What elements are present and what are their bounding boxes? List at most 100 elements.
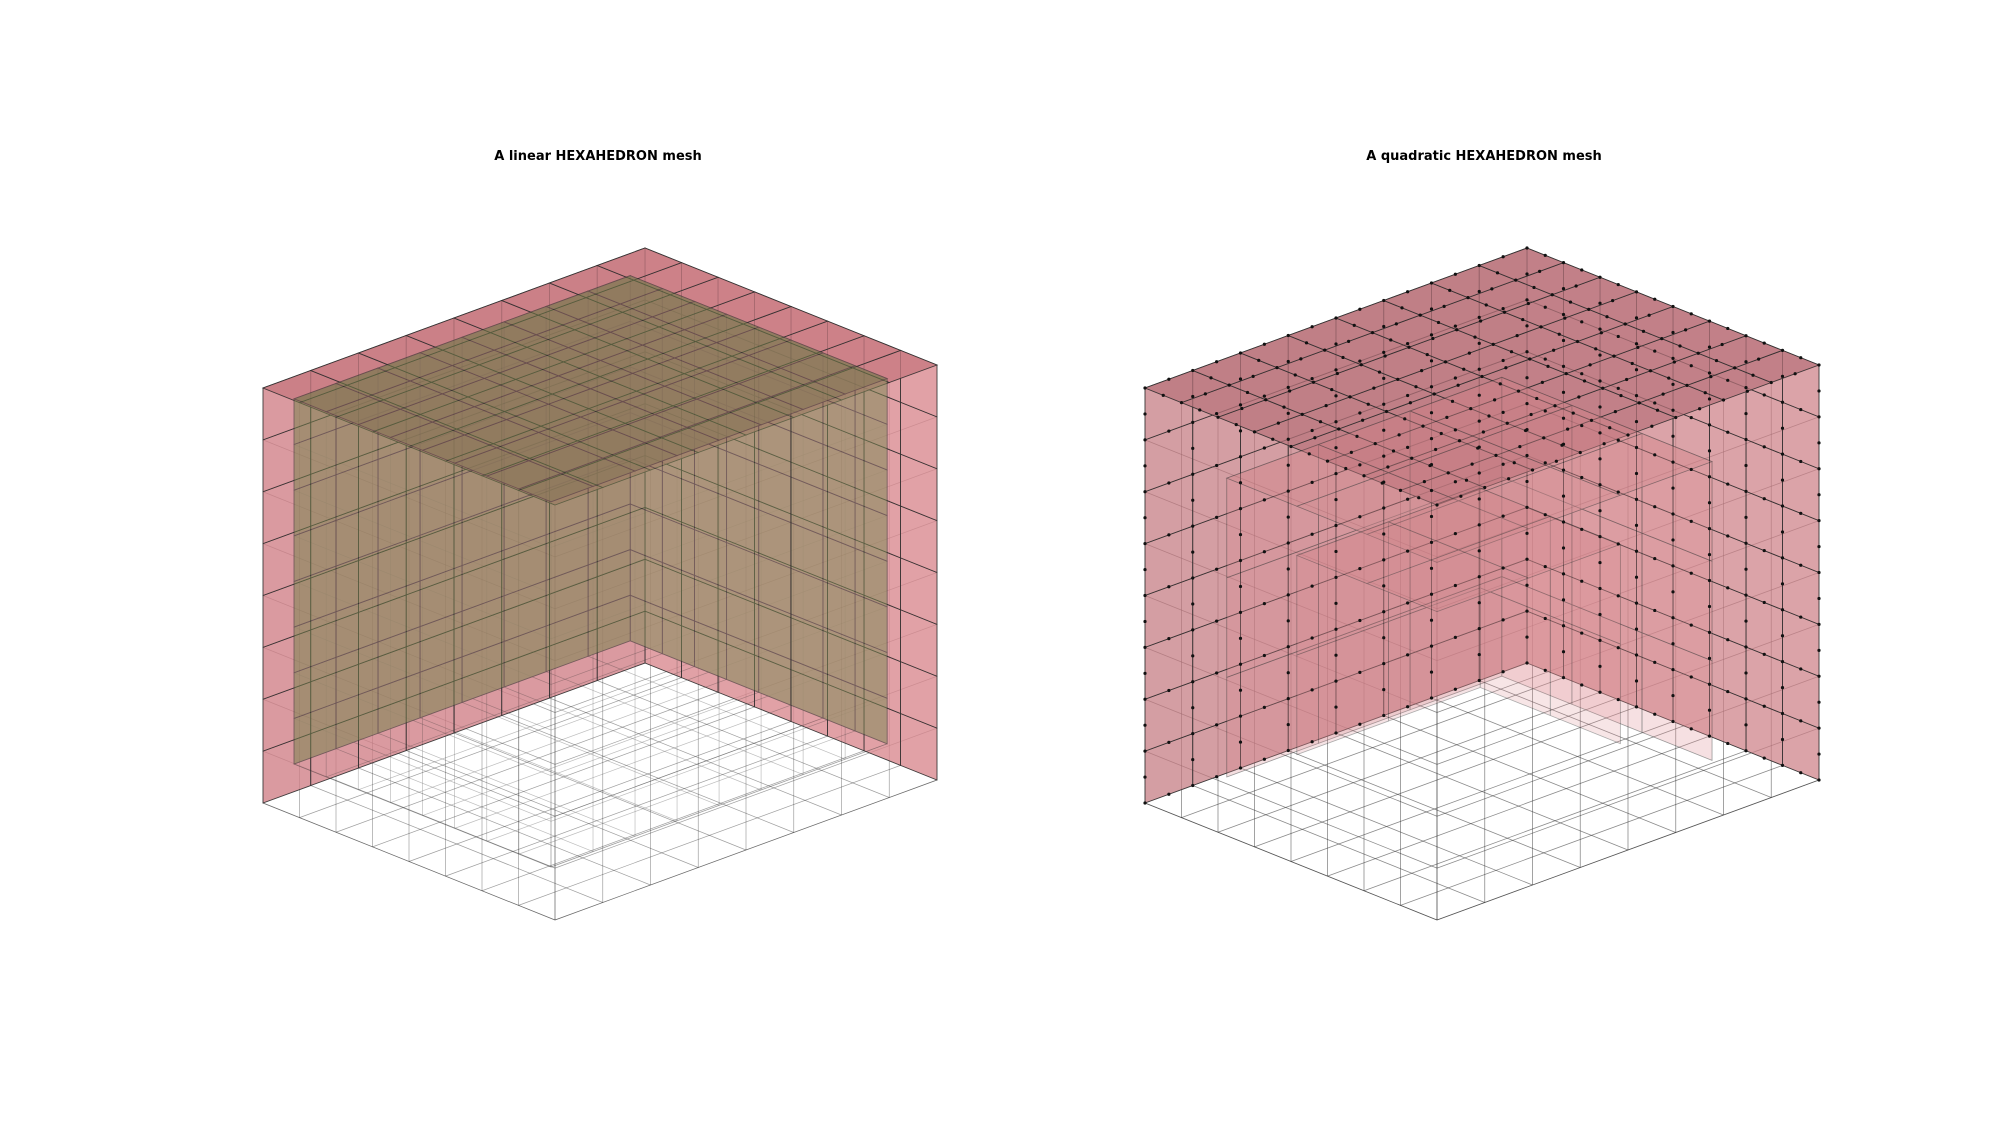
mesh-node [1634,705,1639,709]
mesh-node [1167,481,1171,485]
mesh-node [1525,272,1529,276]
mesh-node [1238,403,1243,407]
mesh-node [1671,460,1675,464]
mesh-node [1525,661,1529,665]
mesh-node [1501,670,1505,674]
mesh-node [1653,556,1657,561]
mesh-edge [335,748,594,852]
mesh-node [1817,493,1821,497]
mesh-node [1634,471,1639,476]
mesh-node [1406,393,1410,398]
mesh-node [1143,697,1147,701]
mesh-node [1525,298,1529,302]
mesh-node [1334,549,1338,554]
mesh-node [1653,712,1657,716]
mesh-node [1726,482,1730,486]
mesh-node [1167,637,1171,641]
mesh-node [1191,628,1195,632]
mesh-node [1546,364,1550,368]
mesh-node [1598,535,1602,539]
mesh-node [1215,671,1219,675]
mesh-node [1238,481,1243,485]
mesh-node [1382,376,1386,380]
mesh-node [1227,383,1231,387]
mesh-node [1282,405,1286,409]
mesh-node [1361,418,1365,422]
mesh-node [1587,307,1591,311]
mesh-node [1238,455,1243,459]
mesh-node [1636,345,1640,349]
inner-cube [292,274,889,868]
mesh-node [1477,367,1481,371]
mesh-node [1817,441,1821,445]
mesh-node [1525,350,1529,354]
mesh-node [1429,385,1434,389]
mesh-node [1707,449,1712,453]
mesh-node [1561,624,1566,628]
mesh-node [1707,371,1712,375]
mesh-node [1429,281,1434,285]
mesh-node [1358,618,1362,623]
mesh-node [1671,330,1675,335]
mesh-node [1335,371,1339,376]
mesh-node [1780,426,1785,430]
mesh-node [1762,756,1766,760]
mesh-node [1334,342,1338,346]
mesh-node [1286,645,1290,649]
mesh-node [1817,415,1821,419]
mesh-node [1359,363,1363,367]
mesh-node [1240,406,1244,411]
mesh-node [1634,368,1639,372]
mesh-node [1543,305,1547,309]
mesh-edge [422,691,759,816]
mesh-node [1436,320,1441,325]
mesh-node [1464,478,1469,482]
mesh-node [1817,726,1821,730]
mesh-node [1525,453,1529,458]
mesh-node [1542,436,1546,440]
mesh-node [1418,313,1422,317]
mesh-node [1238,662,1243,666]
mesh-node [1580,372,1584,376]
mesh-node [1799,771,1803,775]
mesh-node [1262,757,1266,761]
inner-frame [1225,376,1714,778]
mesh-node [1721,398,1726,402]
mesh-node [1480,374,1484,379]
mesh-node [1599,331,1603,335]
mesh-node [1720,342,1724,347]
mesh-node [1726,326,1730,331]
mesh-cell [1295,521,1460,584]
mesh-node [1525,557,1529,561]
mesh-node [1780,711,1785,716]
mesh-cell [1641,432,1713,562]
mesh-node [1382,610,1386,614]
mesh-node [1630,361,1634,366]
mesh-node [1334,394,1338,398]
mesh-node [1707,501,1712,505]
mesh-node [1477,652,1481,657]
mesh-node [1634,290,1639,294]
mesh-node [1561,312,1566,317]
mesh-node [1450,399,1455,403]
mesh-cell [1409,376,1503,512]
mesh-edge [293,763,552,868]
mesh-node [1817,752,1821,756]
mesh-node [1310,636,1314,640]
mesh-node [1780,452,1785,456]
mesh-edge [501,715,794,833]
mesh-node [1191,602,1195,606]
mesh-node [1477,289,1481,294]
mesh-node [1671,616,1675,620]
mesh-edge [358,666,695,791]
mesh-node [1744,645,1748,649]
mesh-node [1744,515,1748,519]
mesh-node [1696,351,1700,355]
mesh-cell [1409,575,1503,711]
mesh-node [1525,531,1529,535]
mesh-node [1406,549,1410,553]
mesh-node [1563,316,1567,320]
mesh-cell [1387,487,1552,551]
mesh-node [1538,269,1542,273]
mesh-node [1580,631,1584,635]
